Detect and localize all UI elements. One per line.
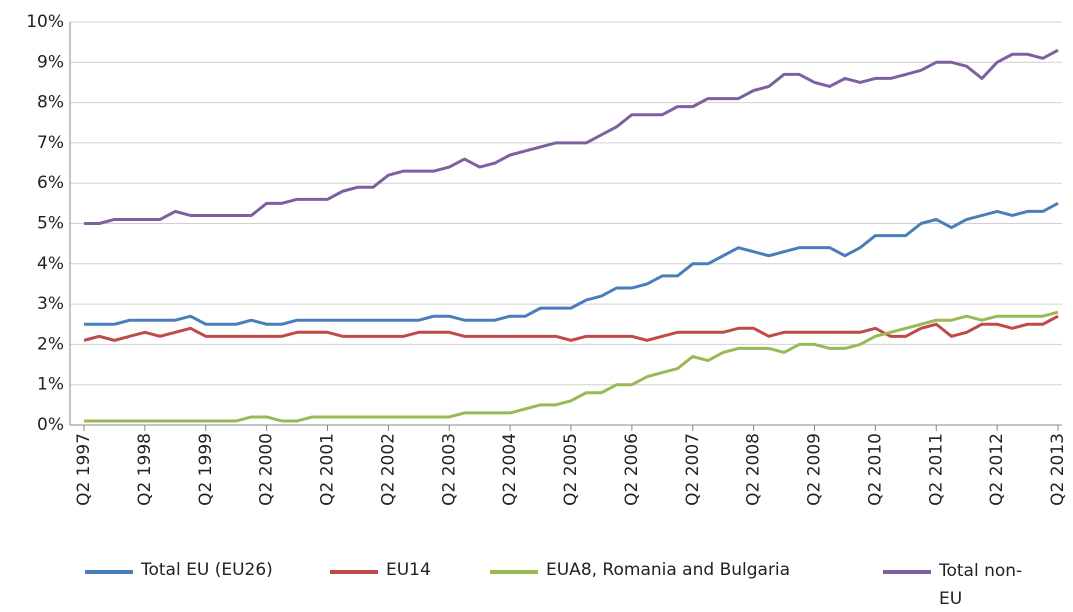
series-line: [83, 314, 1059, 342]
y-tick-label: 1%: [37, 375, 64, 395]
x-tick-label: Q2 2005: [561, 433, 581, 506]
legend-swatch: [85, 570, 133, 574]
legend-item: Total EU (EU26): [85, 560, 273, 580]
legend-item: EU14: [330, 560, 431, 580]
y-tick-label: 9%: [37, 52, 64, 72]
x-tick-label: Q2 2003: [439, 433, 459, 506]
x-tick-label: Q2 2008: [744, 433, 764, 506]
legend-item: EUA8, Romania and Bulgaria: [490, 560, 790, 580]
y-tick-label: 6%: [37, 173, 64, 193]
x-tick-label: Q2 2011: [926, 433, 946, 506]
y-tick-label: 10%: [26, 12, 64, 32]
y-tick-label: 8%: [37, 93, 64, 113]
x-tick-label: Q2 2006: [622, 433, 642, 506]
series-line: [84, 48, 1059, 225]
legend-swatch: [490, 570, 538, 574]
y-tick-label: 3%: [37, 294, 64, 314]
x-tick-label: Q2 2013: [1048, 433, 1068, 506]
legend-label: EU14: [386, 560, 431, 580]
y-tick-label: 7%: [37, 133, 64, 153]
legend-label: Total EU (EU26): [141, 560, 273, 580]
x-tick-label: Q2 2001: [318, 433, 338, 506]
x-tick-label: Q2 2010: [865, 433, 885, 506]
legend-swatch: [330, 570, 378, 574]
x-tick-label: Q2 2002: [378, 433, 398, 506]
y-tick-label: 5%: [37, 214, 64, 234]
y-tick-label: 0%: [37, 415, 64, 435]
x-tick-label: Q2 1998: [135, 433, 155, 506]
series-line: [84, 202, 1059, 326]
x-tick-label: Q2 2004: [500, 433, 520, 506]
x-tick-label: Q2 1999: [196, 433, 216, 506]
legend-label: Total non-EU: [939, 561, 1023, 609]
x-tick-label: Q2 2009: [805, 433, 825, 506]
legend-label: EUA8, Romania and Bulgaria: [546, 560, 791, 580]
x-tick-label: Q2 2007: [683, 433, 703, 506]
x-tick-label: Q2 2012: [987, 433, 1007, 506]
legend-item: Total non-EU: [883, 560, 1029, 612]
y-tick-label: 2%: [37, 334, 64, 354]
chart: 0% 1% 2% 3% 4% 5% 6% 7% 8% 9% 10% Q2 1997 Q2 1998 Q2 …: [26, 12, 1068, 506]
legend-swatch: [883, 570, 931, 574]
y-tick-label: 4%: [37, 254, 64, 274]
series-line: [84, 310, 1059, 423]
x-tick-label: Q2 1997: [74, 433, 94, 506]
x-tick-label: Q2 2000: [257, 433, 277, 506]
